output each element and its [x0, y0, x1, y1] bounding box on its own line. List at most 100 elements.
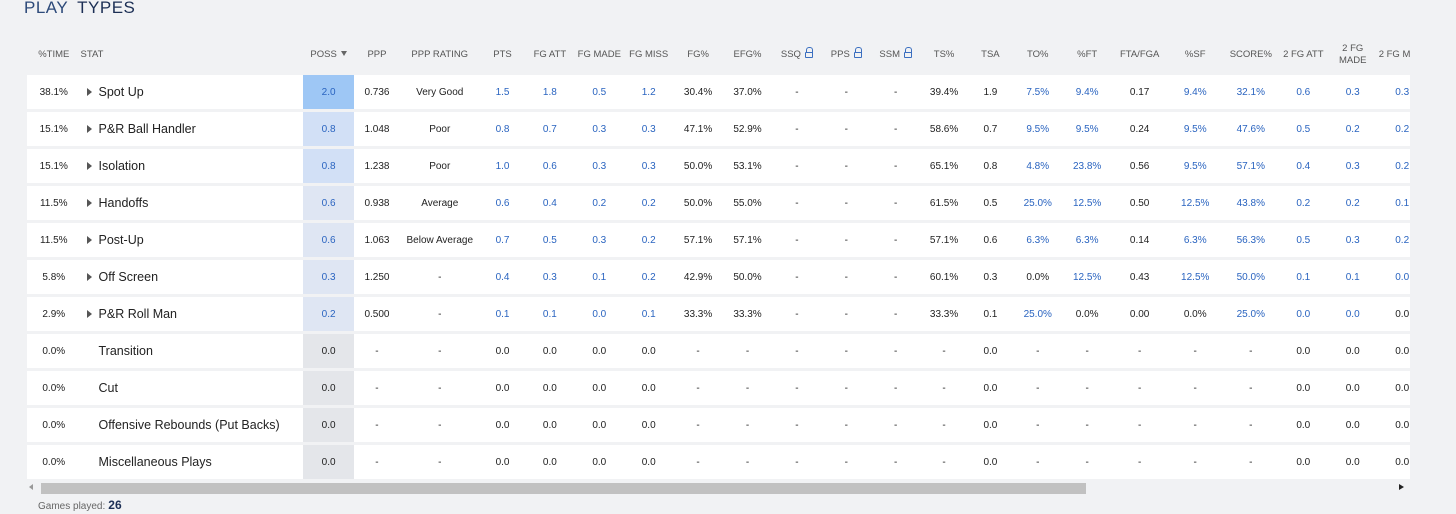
cell-pts[interactable]: 0.1: [479, 297, 526, 331]
cell-score-pct[interactable]: 47.6%: [1223, 112, 1279, 146]
cell-to-pct[interactable]: 0.0%: [1013, 260, 1063, 294]
scroll-right-icon[interactable]: [1399, 484, 1404, 490]
cell-fg2-miss[interactable]: 0.1: [1377, 186, 1410, 220]
cell-fg2-made[interactable]: 0.2: [1328, 186, 1378, 220]
cell-pts[interactable]: 1.5: [479, 75, 526, 109]
cell-fg2-att[interactable]: 0.0: [1278, 297, 1328, 331]
horizontal-scrollbar[interactable]: [27, 481, 1410, 495]
scroll-thumb[interactable]: [41, 483, 1086, 494]
cell-to-pct[interactable]: 6.3%: [1013, 223, 1063, 257]
cell-stat[interactable]: Isolation: [80, 149, 303, 183]
column-header-to-pct[interactable]: TO%: [1013, 38, 1062, 72]
cell-fg2-miss[interactable]: 0.0: [1377, 297, 1410, 331]
cell-fg2-miss[interactable]: 0.2: [1377, 223, 1410, 257]
cell-fg-att[interactable]: 0.6: [525, 149, 575, 183]
cell-fg-made[interactable]: 0.0: [574, 297, 624, 331]
column-header-pts[interactable]: PTS: [480, 38, 525, 72]
cell-to-pct[interactable]: 4.8%: [1013, 149, 1063, 183]
cell-fg2-made[interactable]: 0.2: [1328, 112, 1378, 146]
cell-fg2-miss[interactable]: 0.0: [1377, 260, 1410, 294]
cell-stat[interactable]: Off Screen: [80, 260, 303, 294]
cell-ft-pct[interactable]: 0.0%: [1062, 297, 1112, 331]
cell-fg-miss[interactable]: 0.1: [623, 297, 674, 331]
cell-score-pct[interactable]: 25.0%: [1223, 297, 1279, 331]
cell-sf-pct[interactable]: 6.3%: [1167, 223, 1224, 257]
expand-caret-icon[interactable]: [86, 125, 92, 133]
cell-fg-att[interactable]: 1.8: [525, 75, 575, 109]
cell-pts[interactable]: 0.8: [479, 112, 526, 146]
cell-score-pct[interactable]: 32.1%: [1223, 75, 1279, 109]
expand-caret-icon[interactable]: [86, 88, 92, 96]
cell-fg-miss[interactable]: 0.3: [623, 112, 674, 146]
column-header-efg-pct[interactable]: EFG%: [723, 38, 772, 72]
cell-score-pct[interactable]: 57.1%: [1223, 149, 1279, 183]
expand-caret-icon[interactable]: [86, 199, 92, 207]
cell-sf-pct[interactable]: 9.5%: [1167, 149, 1224, 183]
cell-ft-pct[interactable]: 23.8%: [1062, 149, 1112, 183]
cell-fg2-made[interactable]: 0.3: [1328, 149, 1378, 183]
sort-down-icon[interactable]: [340, 51, 347, 56]
cell-fg2-made[interactable]: 0.0: [1328, 297, 1378, 331]
cell-fg2-made[interactable]: 0.3: [1328, 75, 1378, 109]
cell-fg2-att[interactable]: 0.5: [1278, 112, 1328, 146]
cell-ft-pct[interactable]: 6.3%: [1062, 223, 1112, 257]
cell-fg-miss[interactable]: 0.3: [623, 149, 674, 183]
column-header-pps[interactable]: PPS: [822, 38, 871, 72]
column-header-fg2-made[interactable]: 2 FG MADE: [1328, 38, 1377, 72]
cell-fg-att[interactable]: 0.7: [525, 112, 575, 146]
cell-stat[interactable]: Handoffs: [80, 186, 303, 220]
column-header-ssq[interactable]: SSQ: [772, 38, 821, 72]
cell-fg-att[interactable]: 0.3: [525, 260, 575, 294]
cell-sf-pct[interactable]: 12.5%: [1167, 260, 1224, 294]
column-header-ts-pct[interactable]: TS%: [920, 38, 967, 72]
cell-ft-pct[interactable]: 9.5%: [1062, 112, 1112, 146]
column-header-fta-fga[interactable]: FTA/FGA: [1112, 38, 1168, 72]
expand-caret-icon[interactable]: [86, 236, 92, 244]
cell-pts[interactable]: 1.0: [479, 149, 526, 183]
cell-fg2-att[interactable]: 0.5: [1278, 223, 1328, 257]
cell-fg-miss[interactable]: 0.2: [623, 260, 674, 294]
cell-stat[interactable]: P&R Roll Man: [80, 297, 303, 331]
column-header-fg2-att[interactable]: 2 FG ATT: [1279, 38, 1328, 72]
expand-caret-icon[interactable]: [86, 162, 92, 170]
cell-fg2-made[interactable]: 0.1: [1328, 260, 1378, 294]
cell-stat[interactable]: P&R Ball Handler: [80, 112, 303, 146]
column-header-fg-made[interactable]: FG MADE: [575, 38, 624, 72]
cell-fg-att[interactable]: 0.5: [525, 223, 575, 257]
cell-fg2-miss[interactable]: 0.2: [1377, 149, 1410, 183]
cell-fg2-att[interactable]: 0.4: [1278, 149, 1328, 183]
cell-pts[interactable]: 0.7: [479, 223, 526, 257]
cell-sf-pct[interactable]: 12.5%: [1167, 186, 1224, 220]
cell-fg2-miss[interactable]: 0.2: [1377, 112, 1410, 146]
column-header-time[interactable]: %TIME: [27, 38, 81, 72]
column-header-ppp-rating[interactable]: PPP RATING: [400, 38, 480, 72]
cell-ft-pct[interactable]: 12.5%: [1062, 186, 1112, 220]
cell-fg-made[interactable]: 0.5: [574, 75, 624, 109]
cell-fg-made[interactable]: 0.3: [574, 112, 624, 146]
column-header-ppp[interactable]: PPP: [354, 38, 399, 72]
cell-fg-made[interactable]: 0.1: [574, 260, 624, 294]
column-header-stat[interactable]: STAT: [81, 38, 303, 72]
cell-fg2-att[interactable]: 0.1: [1278, 260, 1328, 294]
cell-to-pct[interactable]: 7.5%: [1013, 75, 1063, 109]
cell-score-pct[interactable]: 56.3%: [1223, 223, 1279, 257]
cell-fg-att[interactable]: 0.1: [525, 297, 575, 331]
column-header-fg-miss[interactable]: FG MISS: [624, 38, 673, 72]
cell-fg-made[interactable]: 0.3: [574, 149, 624, 183]
column-header-ssm[interactable]: SSM: [871, 38, 920, 72]
column-header-tsa[interactable]: TSA: [968, 38, 1013, 72]
cell-fg2-att[interactable]: 0.6: [1278, 75, 1328, 109]
cell-fg-miss[interactable]: 0.2: [623, 223, 674, 257]
column-header-score-pct[interactable]: SCORE%: [1223, 38, 1279, 72]
cell-to-pct[interactable]: 9.5%: [1013, 112, 1063, 146]
cell-to-pct[interactable]: 25.0%: [1013, 297, 1063, 331]
cell-fg2-miss[interactable]: 0.3: [1377, 75, 1410, 109]
expand-caret-icon[interactable]: [86, 310, 92, 318]
scroll-left-icon[interactable]: [29, 484, 33, 490]
cell-score-pct[interactable]: 43.8%: [1223, 186, 1279, 220]
cell-fg-made[interactable]: 0.2: [574, 186, 624, 220]
cell-to-pct[interactable]: 25.0%: [1013, 186, 1063, 220]
cell-sf-pct[interactable]: 9.5%: [1167, 112, 1224, 146]
cell-sf-pct[interactable]: 9.4%: [1167, 75, 1224, 109]
column-header-ft-pct[interactable]: %FT: [1062, 38, 1111, 72]
